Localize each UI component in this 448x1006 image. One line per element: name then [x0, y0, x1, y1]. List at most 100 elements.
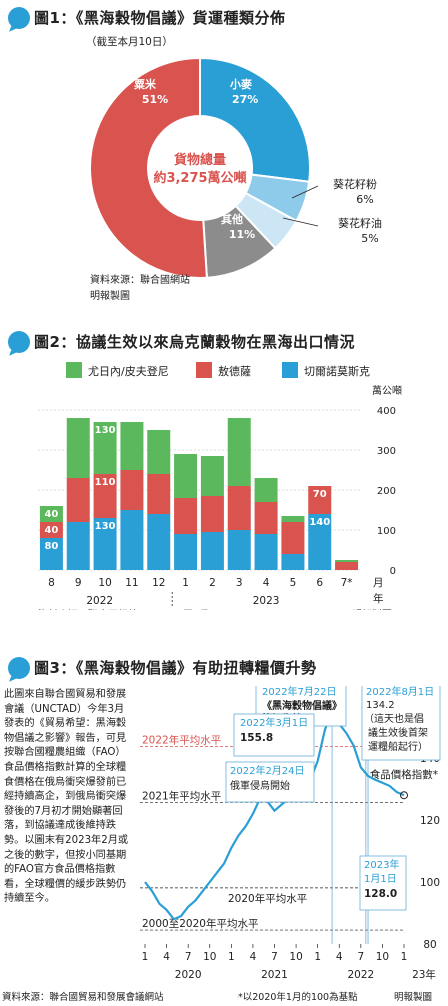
pie-label-3: 其他 — [221, 212, 243, 226]
x-tick-11: 10 — [376, 951, 389, 963]
bar-2-2 — [200, 456, 224, 496]
chart3-title: 圖3：《黑海穀物倡議》有助扭轉糧價升勢 — [34, 659, 317, 677]
bar-12-1 — [147, 474, 171, 514]
x-tick-2: 10 — [98, 577, 111, 589]
pie-center-label: 貨物總量 — [174, 152, 226, 168]
legend-swatch-1 — [196, 362, 212, 378]
year-label-0: 2020 — [175, 969, 202, 981]
x-tick-4: 12 — [152, 577, 165, 589]
pie-label-0: 小麥 — [229, 77, 253, 91]
bar-11-0 — [120, 510, 144, 570]
data-label-0: 80 — [44, 541, 58, 552]
ann-box-0801 — [361, 686, 441, 761]
data-label-bg-4 — [94, 475, 117, 488]
data-label-bg-1 — [40, 523, 63, 536]
data-label-5: 130 — [95, 425, 116, 436]
pie-slice-4 — [89, 56, 208, 279]
year-label-1: 2023 — [253, 595, 280, 607]
chart2-title-bar: 圖2：協議生效以來烏克蘭穀物在黑海出口情況 — [0, 326, 448, 360]
pie-value-3: 11% — [229, 228, 255, 241]
y-unit-label: 萬公噸 — [372, 384, 402, 397]
y-tick-2: 200 — [377, 486, 396, 497]
data-label-6: 140 — [309, 517, 330, 528]
y-tick-1: 100 — [377, 526, 396, 537]
x-tick-4: 1 — [228, 951, 235, 963]
year-label-1: 2021 — [261, 969, 288, 981]
bar-11-1 — [120, 470, 144, 510]
data-label-bg-6 — [308, 515, 331, 528]
bar-1-0 — [174, 534, 198, 570]
x-tick-0: 8 — [48, 577, 55, 589]
x-tick-10: 7 — [357, 951, 364, 963]
ann-0224-date: 2022年2月24日 — [230, 764, 305, 777]
ann-0301-date: 2022年3月1日 — [240, 716, 308, 729]
pie-center — [150, 118, 250, 218]
data-label-bg-5 — [94, 423, 117, 436]
chart3-credit: 明報製圖 — [394, 991, 432, 1003]
data-label-bg-3 — [94, 519, 117, 532]
y-tick-2: 120 — [420, 815, 440, 827]
bar-7*-1 — [335, 562, 359, 570]
x-tick-1: 9 — [75, 577, 82, 589]
legend-swatch-2 — [66, 362, 82, 378]
pie-value-1: 6% — [356, 193, 373, 206]
x-tick-6: 7 — [271, 951, 278, 963]
ann-0301-value: 155.8 — [240, 732, 273, 744]
x-tick-8: 4 — [263, 577, 270, 589]
ann-box-0224 — [225, 761, 315, 803]
pie-label-1: 葵花籽粉 — [333, 178, 377, 191]
x-tick-8: 1 — [314, 951, 321, 963]
ann-2023-line2: 1月1日 — [364, 873, 397, 885]
legend-label-1: 敖德薩 — [218, 364, 251, 378]
chart3-footnote: *以2020年1月的100為基點 — [238, 991, 358, 1003]
bar-9-2 — [66, 418, 90, 478]
chart3-title-bar: 圖3：《黑海穀物倡議》有助扭轉糧價升勢 — [0, 652, 448, 686]
x-tick-1: 4 — [163, 951, 170, 963]
ref-label-2020: 2020年平均水平 — [228, 892, 307, 905]
y-tick-0: 0 — [390, 566, 396, 577]
ann-0722-line1: 《黑海穀物倡議》 — [262, 699, 342, 712]
legend-label-0: 切爾諾莫斯克 — [304, 364, 370, 378]
ann-0801-value: 134.2 — [366, 700, 395, 711]
data-label-bg-0 — [40, 539, 63, 552]
speech-bubble-icon — [8, 657, 30, 679]
ann-2023-value: 128.0 — [364, 888, 397, 900]
bar-3-2 — [227, 418, 251, 486]
x-tick-9: 5 — [290, 577, 297, 589]
leader-line-2 — [282, 217, 319, 227]
y-tick-3: 300 — [377, 446, 396, 457]
bar-1-1 — [174, 498, 198, 534]
x-tick-5: 1 — [182, 577, 189, 589]
x-tick-0: 1 — [142, 951, 149, 963]
bar-9-0 — [66, 522, 90, 570]
speech-bubble-icon — [8, 331, 30, 353]
chart1-source: 資料來源：聯合國網站 — [90, 275, 190, 286]
chart2-credit: 明報製圖 — [352, 608, 392, 610]
chart2-footnote: *至7月16日 — [178, 609, 232, 610]
x-tick-7: 3 — [236, 577, 243, 589]
legend-label-2: 尤日內/皮夫登尼 — [88, 364, 169, 378]
pie-label-2: 葵花籽油 — [338, 216, 382, 230]
bar-5-1 — [281, 522, 305, 554]
x-suffix-month: 月 — [373, 577, 384, 589]
bar-11-2 — [120, 422, 144, 470]
leader-line-1 — [291, 185, 319, 199]
pie-slice-0 — [199, 56, 311, 183]
ref-label-2000-2020: 2000至2020年平均水平 — [142, 917, 258, 930]
data-label-3: 130 — [95, 521, 116, 532]
x-tick-11: 7* — [341, 577, 353, 589]
bar-4-2 — [254, 478, 278, 502]
data-label-bg-2 — [40, 507, 63, 520]
x-tick-9: 4 — [336, 951, 343, 963]
endpoint-marker — [400, 791, 408, 800]
data-label-1: 40 — [44, 525, 58, 536]
chart1-title-bar: 圖1：《黑海穀物倡議》貨運種類分佈 — [0, 2, 448, 36]
bar-4-0 — [254, 534, 278, 570]
ann-0801-note1: （這天也是倡 — [364, 712, 424, 725]
x-tick-7: 10 — [289, 951, 302, 963]
price-index-line — [144, 706, 405, 921]
year-label-3: 23年 — [412, 968, 436, 981]
chart2-source: 資料來源：聯合國網站 — [38, 608, 138, 610]
y-tick-0: 80 — [423, 939, 436, 951]
